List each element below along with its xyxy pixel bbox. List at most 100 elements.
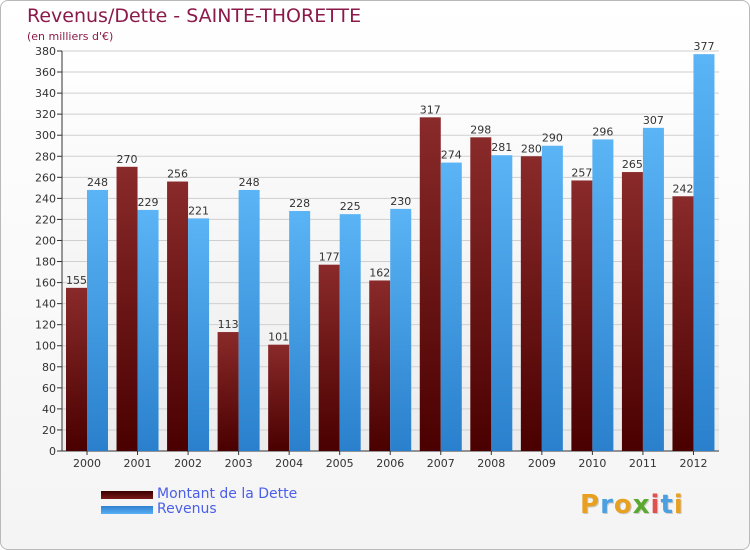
data-label-revenue: 221 [188, 204, 209, 217]
y-tick-label: 260 [35, 171, 56, 184]
y-tick-label: 180 [35, 256, 56, 269]
data-label-debt: 257 [571, 166, 592, 179]
chart-title: Revenus/Dette - SAINTE-THORETTE [27, 5, 362, 27]
x-tick-label: 2012 [679, 457, 707, 470]
legend-item-revenue: Revenus [101, 502, 297, 517]
x-tick-label: 2011 [629, 457, 657, 470]
y-tick-label: 380 [35, 45, 56, 58]
x-tick-label: 2003 [225, 457, 253, 470]
data-label-revenue: 274 [441, 149, 462, 162]
bar-revenue [87, 189, 108, 451]
x-tick-label: 2001 [124, 457, 152, 470]
x-tick-label: 2005 [326, 457, 354, 470]
data-label-revenue: 248 [239, 176, 260, 189]
y-tick-label: 60 [42, 382, 56, 395]
bar-debt [318, 264, 340, 451]
data-label-revenue: 228 [289, 197, 310, 210]
bar-debt [116, 166, 138, 451]
data-label-debt: 101 [268, 331, 289, 344]
data-label-revenue: 290 [542, 132, 563, 145]
data-label-revenue: 248 [87, 176, 108, 189]
data-label-debt: 162 [369, 266, 390, 279]
bar-revenue [592, 139, 614, 451]
data-label-debt: 298 [470, 123, 491, 136]
y-tick-label: 300 [35, 129, 56, 142]
bar-debt [369, 280, 391, 451]
y-tick-label: 280 [35, 150, 56, 163]
data-label-debt: 256 [167, 168, 188, 181]
y-tick-label: 120 [35, 319, 56, 332]
x-tick-label: 2006 [376, 457, 404, 470]
bar-debt [672, 196, 694, 451]
chart-subtitle: (en milliers d'€) [27, 30, 114, 43]
y-tick-label: 240 [35, 192, 56, 205]
x-tick-label: 2008 [477, 457, 505, 470]
bar-revenue [440, 162, 462, 451]
data-label-debt: 113 [218, 318, 239, 331]
y-tick-label: 160 [35, 277, 56, 290]
y-tick-label: 0 [49, 445, 56, 458]
bar-revenue [390, 208, 412, 451]
y-tick-label: 20 [42, 424, 56, 437]
y-tick-label: 200 [35, 234, 56, 247]
bar-debt [520, 156, 542, 451]
bar-revenue [289, 211, 311, 451]
data-label-revenue: 229 [138, 196, 159, 209]
data-label-revenue: 296 [592, 125, 613, 138]
bar-revenue [137, 209, 159, 451]
legend-label-debt: Montant de la Dette [157, 486, 298, 502]
data-label-revenue: 225 [340, 200, 361, 213]
logo-letter: P [580, 490, 601, 520]
bar-debt [419, 117, 441, 451]
legend-item-debt: Montant de la Dette [101, 487, 297, 502]
y-tick-label: 80 [42, 361, 56, 374]
bar-debt [268, 344, 290, 451]
bar-revenue [339, 214, 361, 451]
bar-revenue [238, 189, 260, 451]
y-tick-label: 40 [42, 403, 56, 416]
logo-letter: i [650, 490, 661, 520]
data-label-debt: 155 [66, 274, 87, 287]
data-label-debt: 317 [420, 103, 441, 116]
bar-debt [217, 332, 239, 451]
data-label-revenue: 307 [643, 114, 664, 127]
data-label-revenue: 281 [491, 141, 512, 154]
bar-debt [470, 137, 492, 451]
bar-debt [621, 172, 643, 452]
x-tick-label: 2002 [174, 457, 202, 470]
bar-revenue [491, 155, 513, 452]
x-tick-label: 2000 [73, 457, 101, 470]
data-label-debt: 265 [622, 158, 643, 171]
legend-label-revenue: Revenus [157, 501, 217, 517]
bar-revenue [642, 127, 664, 451]
logo-letter: x [632, 490, 651, 520]
legend: Montant de la Dette Revenus [101, 487, 297, 517]
y-tick-label: 320 [35, 108, 56, 121]
logo-letter: i [673, 490, 684, 520]
logo-letter: t [660, 490, 674, 520]
legend-swatch-revenue [101, 505, 153, 514]
x-tick-label: 2009 [528, 457, 556, 470]
logo-letter: o [613, 490, 633, 520]
data-label-debt: 270 [117, 153, 138, 166]
y-tick-label: 340 [35, 87, 56, 100]
data-label-debt: 242 [672, 182, 693, 195]
data-label-debt: 280 [521, 142, 542, 155]
x-tick-label: 2010 [578, 457, 606, 470]
bar-revenue [188, 218, 210, 451]
bar-debt [571, 180, 593, 451]
bar-debt [66, 287, 87, 451]
data-label-debt: 177 [319, 251, 340, 264]
y-tick-label: 100 [35, 340, 56, 353]
y-tick-label: 140 [35, 298, 56, 311]
proxiti-logo: Proxiti [580, 490, 684, 520]
y-tick-label: 360 [35, 66, 56, 79]
x-tick-label: 2007 [427, 457, 455, 470]
bar-revenue [541, 145, 563, 451]
logo-letter: r [600, 490, 614, 520]
y-tick-label: 220 [35, 213, 56, 226]
legend-swatch-debt [101, 490, 153, 499]
bar-debt [167, 181, 189, 452]
